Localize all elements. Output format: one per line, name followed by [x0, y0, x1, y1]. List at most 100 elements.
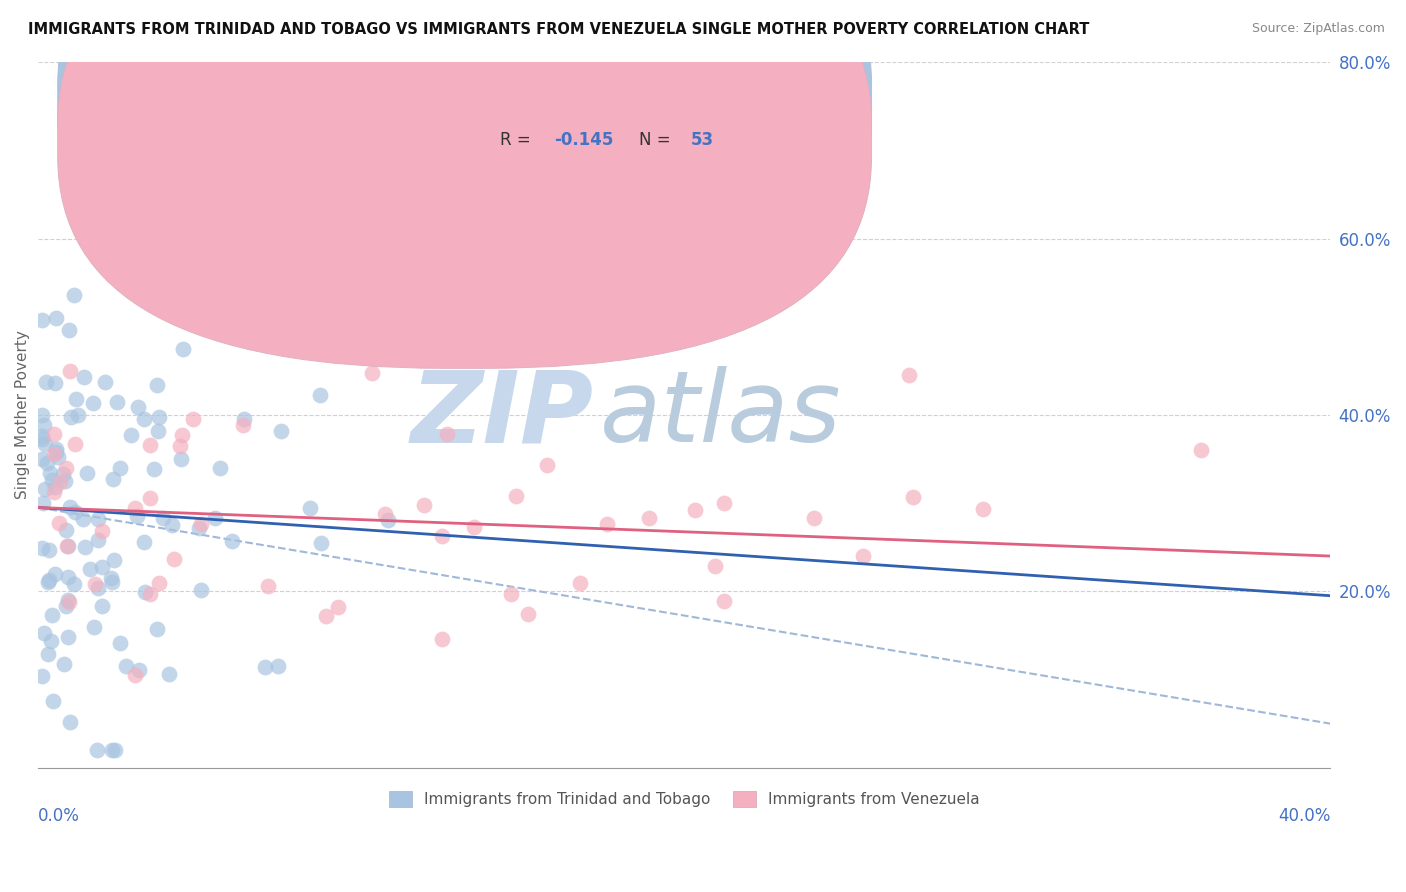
Point	[76, 467, 98, 481]
Point	[267, 659, 290, 673]
Point	[83, 620, 105, 634]
Point	[46, 450, 69, 465]
Point	[59, 409, 82, 424]
Point	[90, 560, 112, 574]
Point	[56, 570, 79, 584]
Point	[87, 581, 110, 595]
Point	[146, 377, 169, 392]
Point	[148, 576, 170, 591]
Point	[898, 368, 921, 383]
Point	[53, 474, 76, 488]
Point	[48, 516, 70, 531]
Y-axis label: Single Mother Poverty: Single Mother Poverty	[15, 330, 30, 500]
Point	[35, 375, 58, 389]
Point	[163, 200, 186, 214]
Point	[65, 392, 87, 406]
Text: R =: R =	[499, 131, 536, 149]
Point	[852, 549, 875, 563]
Point	[463, 520, 485, 534]
Point	[44, 566, 66, 581]
Point	[101, 743, 124, 757]
Point	[204, 511, 226, 525]
Point	[413, 498, 436, 512]
Point	[115, 659, 138, 673]
Point	[37, 574, 59, 589]
Text: N =: N =	[640, 131, 676, 149]
Point	[75, 540, 97, 554]
FancyBboxPatch shape	[426, 73, 755, 168]
Point	[59, 364, 82, 378]
Point	[90, 524, 112, 538]
Point	[38, 543, 60, 558]
Point	[299, 500, 322, 515]
Point	[595, 517, 617, 532]
Point	[361, 366, 384, 380]
Point	[31, 668, 53, 682]
Text: R =: R =	[499, 92, 536, 110]
Point	[221, 533, 243, 548]
Point	[55, 461, 77, 475]
Point	[38, 574, 60, 588]
Point	[31, 432, 53, 446]
Point	[79, 562, 101, 576]
Point	[505, 489, 527, 503]
Point	[58, 631, 80, 645]
Point	[713, 496, 735, 510]
Point	[63, 577, 86, 591]
Text: -0.144: -0.144	[554, 92, 613, 110]
Point	[209, 461, 232, 475]
Point	[73, 370, 96, 384]
Text: 53: 53	[690, 131, 714, 149]
Point	[55, 523, 77, 537]
Point	[31, 452, 53, 467]
Point	[146, 425, 169, 439]
Text: atlas: atlas	[600, 367, 842, 464]
Point	[32, 626, 55, 640]
Point	[139, 438, 162, 452]
Point	[45, 442, 67, 456]
Point	[374, 508, 396, 522]
Point	[58, 595, 80, 609]
Point	[56, 593, 79, 607]
Point	[152, 511, 174, 525]
Point	[34, 436, 56, 450]
Point	[315, 608, 337, 623]
Point	[148, 409, 170, 424]
Point	[146, 622, 169, 636]
Point	[44, 447, 66, 461]
Point	[187, 521, 209, 535]
Point	[31, 313, 53, 327]
Point	[84, 576, 107, 591]
Point	[803, 511, 825, 525]
FancyBboxPatch shape	[58, 0, 872, 329]
Point	[309, 536, 332, 550]
Point	[32, 418, 55, 433]
Point	[101, 574, 124, 589]
Point	[86, 743, 108, 757]
Legend: Immigrants from Trinidad and Tobago, Immigrants from Venezuela: Immigrants from Trinidad and Tobago, Imm…	[382, 785, 986, 813]
Point	[59, 714, 82, 729]
Text: 40.0%: 40.0%	[1278, 806, 1330, 824]
Point	[35, 456, 58, 470]
Point	[34, 482, 56, 496]
Point	[44, 376, 66, 390]
Point	[190, 516, 212, 531]
FancyBboxPatch shape	[58, 0, 872, 368]
Point	[157, 667, 180, 681]
Point	[100, 571, 122, 585]
Point	[58, 323, 80, 337]
Point	[901, 490, 924, 504]
Point	[51, 467, 73, 481]
Point	[132, 535, 155, 549]
Point	[32, 496, 55, 510]
Point	[31, 541, 53, 556]
Text: Source: ZipAtlas.com: Source: ZipAtlas.com	[1251, 22, 1385, 36]
Point	[41, 607, 63, 622]
Point	[436, 426, 458, 441]
Point	[56, 539, 79, 553]
Point	[63, 288, 86, 302]
Point	[37, 647, 59, 661]
Point	[309, 387, 332, 401]
Point	[713, 594, 735, 608]
Point	[52, 657, 75, 671]
